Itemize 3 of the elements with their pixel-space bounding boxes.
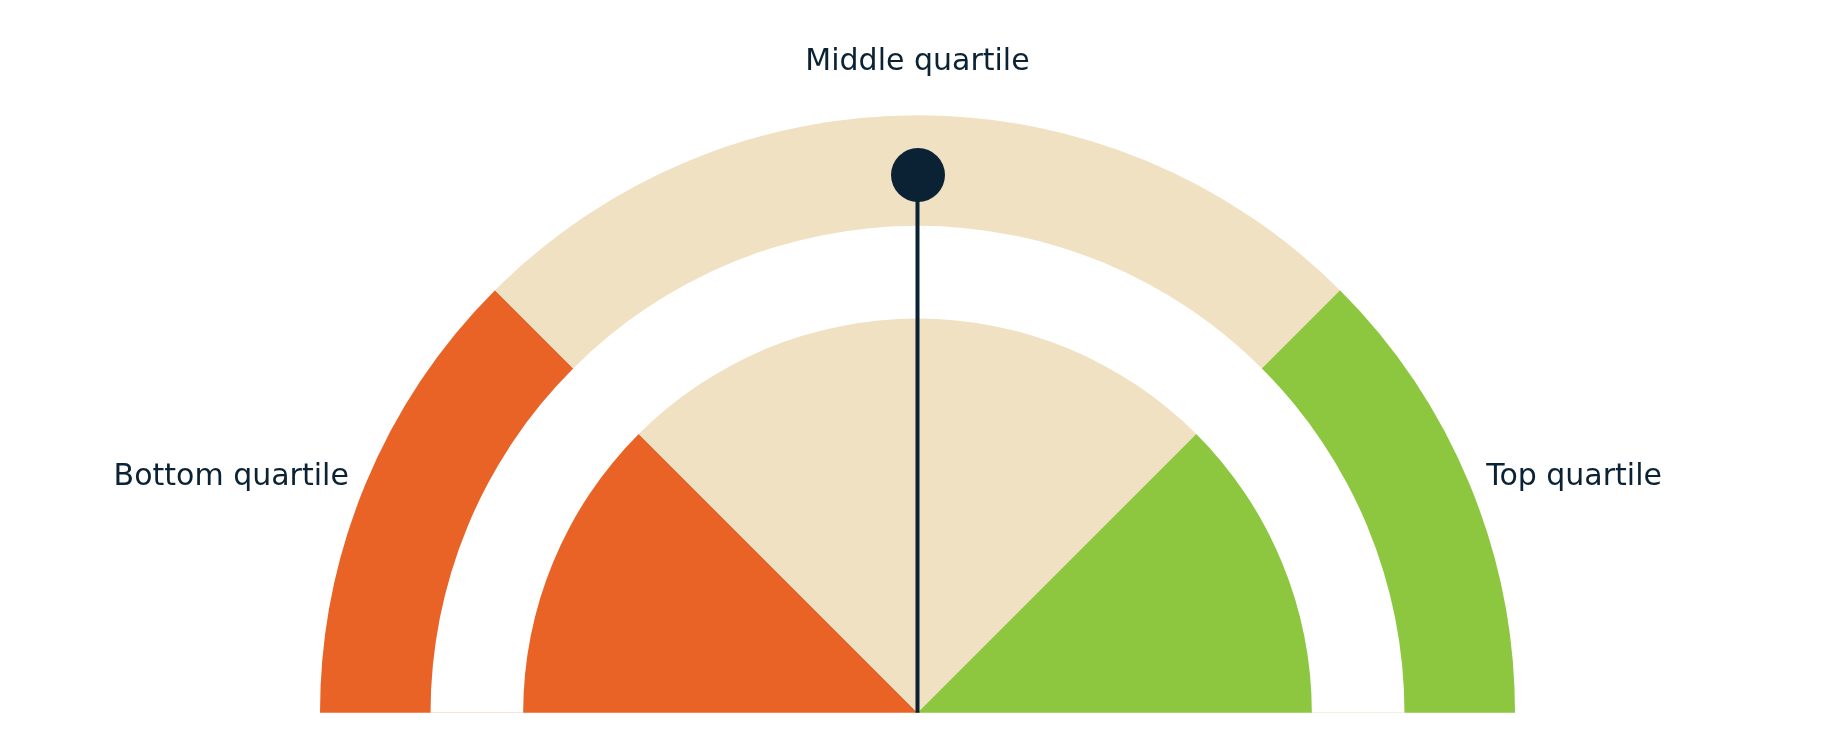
slice-label: Top quartile <box>1485 457 1662 493</box>
slice-label: Bottom quartile <box>113 457 349 493</box>
slice-label: Middle quartile <box>805 42 1030 78</box>
